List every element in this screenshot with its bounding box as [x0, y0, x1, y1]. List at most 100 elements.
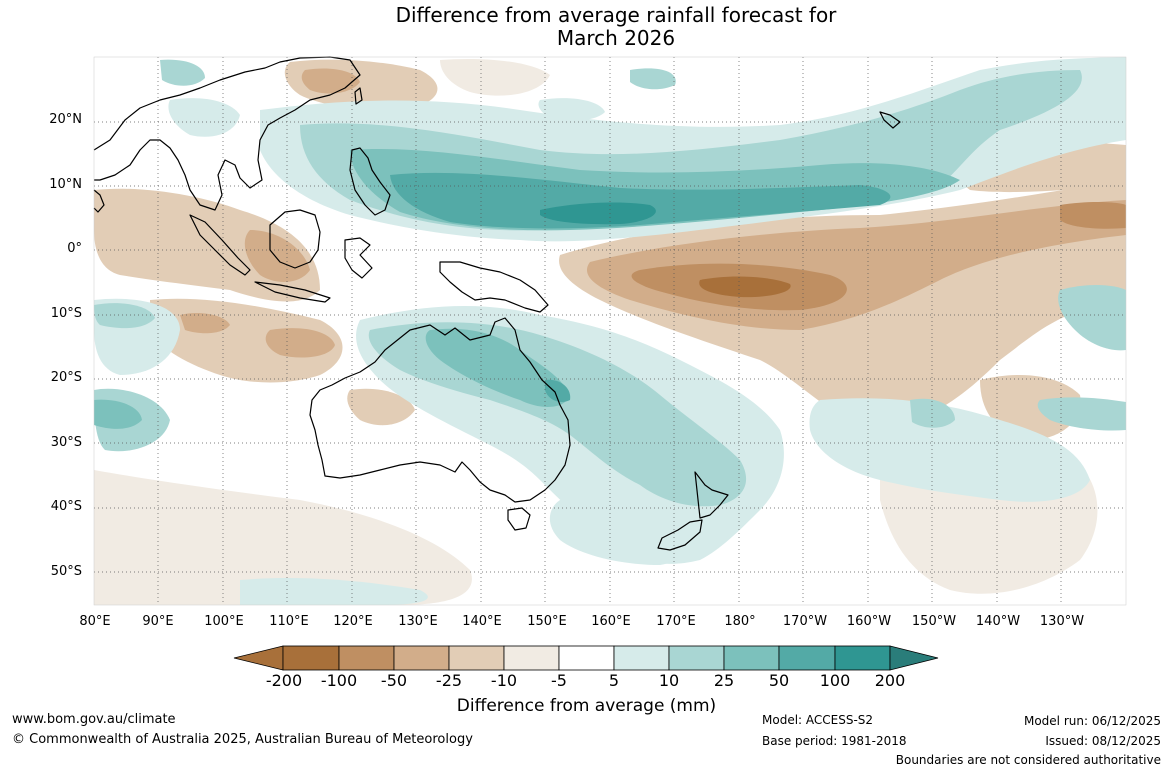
map-title: Difference from average rainfall forecas… — [0, 4, 1173, 50]
wet-anomaly-region — [94, 399, 142, 429]
wet-anomaly-region — [538, 98, 605, 121]
colorbar-segment — [668, 645, 725, 671]
website-link[interactable]: www.bom.gov.au/climate — [12, 712, 176, 727]
base-period: Base period: 1981-2018 — [762, 734, 907, 748]
graticule — [94, 57, 1126, 605]
wet-anomaly-region — [545, 379, 571, 402]
colorbar-tick-label: -50 — [380, 671, 408, 690]
dry-anomaly-region — [347, 388, 415, 426]
lon-label: 120°E — [333, 614, 373, 629]
coastlines — [93, 56, 901, 551]
lon-label: 170°E — [656, 614, 696, 629]
wet-anomaly-region — [540, 202, 656, 225]
model-run-date: Model run: 06/12/2025 — [1023, 714, 1161, 728]
colorbar-segment — [834, 645, 891, 671]
wet-anomaly-region — [160, 59, 205, 86]
issued-date: Issued: 08/12/2025 — [1045, 734, 1161, 748]
boundary-disclaimer: Boundaries are not considered authoritat… — [895, 753, 1161, 767]
colorbar-title: Difference from average (mm) — [456, 696, 717, 716]
rainfall-anomaly-field — [94, 57, 1126, 605]
colorbar-low-arrow — [233, 645, 284, 671]
colorbar-segment — [723, 645, 780, 671]
colorbar-tick-label: -200 — [265, 671, 303, 690]
dry-anomaly-region — [1060, 201, 1126, 229]
colorbar-tick-label: 25 — [713, 671, 735, 690]
wet-anomaly-region — [390, 172, 891, 229]
dry-anomaly-region — [699, 276, 791, 298]
colorbar-segment — [282, 645, 340, 671]
lon-label: 90°E — [142, 614, 174, 629]
wet-anomaly-region — [549, 498, 691, 565]
philippines-coastline — [349, 147, 391, 216]
lon-label: 130°E — [398, 614, 438, 629]
lon-label: 110°E — [269, 614, 309, 629]
wet-anomaly-region — [94, 303, 155, 329]
colorbar-tick-label: 5 — [608, 671, 620, 690]
lon-label: 150°W — [911, 614, 957, 629]
new-zealand-coastline — [657, 471, 729, 551]
title-line-1: Difference from average rainfall forecas… — [395, 3, 837, 27]
lon-label: 140°W — [975, 614, 1021, 629]
lat-label: 20°N — [49, 112, 82, 127]
lat-label: 50°S — [50, 564, 82, 579]
colorbar-segment — [393, 645, 450, 671]
model-name: Model: ACCESS-S2 — [762, 713, 874, 727]
copyright-text: © Commonwealth of Australia 2025, Austra… — [12, 732, 473, 747]
wet-anomaly-region — [910, 398, 955, 428]
colorbar-tick-label: 200 — [874, 671, 906, 690]
colorbar-tick-label: 100 — [819, 671, 851, 690]
colorbar-tick-label: -25 — [435, 671, 463, 690]
dry-anomaly-region — [244, 230, 310, 282]
colorbar-tick-label: -5 — [551, 671, 567, 690]
lat-label: 20°S — [50, 370, 82, 385]
asia-coastline — [93, 56, 361, 211]
taiwan-coastline — [354, 87, 363, 105]
lon-label: 160°W — [846, 614, 892, 629]
colorbar-tick-label: -100 — [320, 671, 358, 690]
wet-anomaly-region — [809, 398, 1090, 502]
wet-anomaly-region — [425, 328, 570, 407]
lon-label: 180° — [724, 614, 756, 629]
lat-label: 0° — [67, 241, 82, 256]
wet-anomaly-region — [168, 98, 240, 137]
wet-anomaly-region — [1037, 397, 1126, 431]
wet-anomaly-region — [630, 68, 676, 90]
colorbar-segment — [448, 645, 505, 671]
lat-label: 10°S — [50, 306, 82, 321]
dry-anomaly-region — [180, 313, 230, 334]
lon-label: 80°E — [79, 614, 111, 629]
java-coastline — [254, 281, 331, 303]
hawaii-coastline — [879, 111, 901, 129]
sulawesi-coastline — [344, 237, 373, 279]
title-line-2: March 2026 — [556, 26, 676, 50]
colorbar-tick-label: -10 — [490, 671, 518, 690]
colorbar-tick-label: 50 — [768, 671, 790, 690]
tasmania-coastline — [507, 507, 531, 531]
dry-anomaly-region — [440, 58, 550, 96]
lon-label: 130°W — [1039, 614, 1085, 629]
colorbar-segment — [558, 645, 615, 671]
colorbar-segment — [778, 645, 836, 671]
colorbar — [233, 645, 939, 671]
dry-anomaly-region — [94, 470, 472, 605]
wet-anomaly-region — [240, 578, 428, 605]
wet-anomaly-region — [1058, 285, 1126, 351]
lon-label: 150°E — [527, 614, 567, 629]
lon-label: 140°E — [462, 614, 502, 629]
australia-coastline — [309, 317, 571, 503]
lat-label: 30°S — [50, 435, 82, 450]
lon-label: 170°W — [782, 614, 828, 629]
colorbar-segment — [338, 645, 395, 671]
borneo-coastline — [269, 209, 321, 269]
lon-label: 100°E — [204, 614, 244, 629]
sumatra-coastline — [189, 214, 251, 276]
colorbar-segment — [503, 645, 560, 671]
map-frame — [93, 56, 1127, 606]
colorbar-segment — [613, 645, 670, 671]
sri-lanka-coastline — [93, 189, 105, 213]
lat-label: 10°N — [49, 177, 82, 192]
colorbar-tick-label: 10 — [658, 671, 680, 690]
new-guinea-coastline — [439, 261, 549, 313]
lon-label: 160°E — [591, 614, 631, 629]
